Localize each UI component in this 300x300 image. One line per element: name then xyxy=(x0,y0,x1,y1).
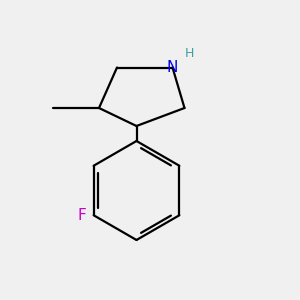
Text: H: H xyxy=(184,47,194,61)
Text: F: F xyxy=(77,208,86,223)
Text: N: N xyxy=(167,60,178,75)
